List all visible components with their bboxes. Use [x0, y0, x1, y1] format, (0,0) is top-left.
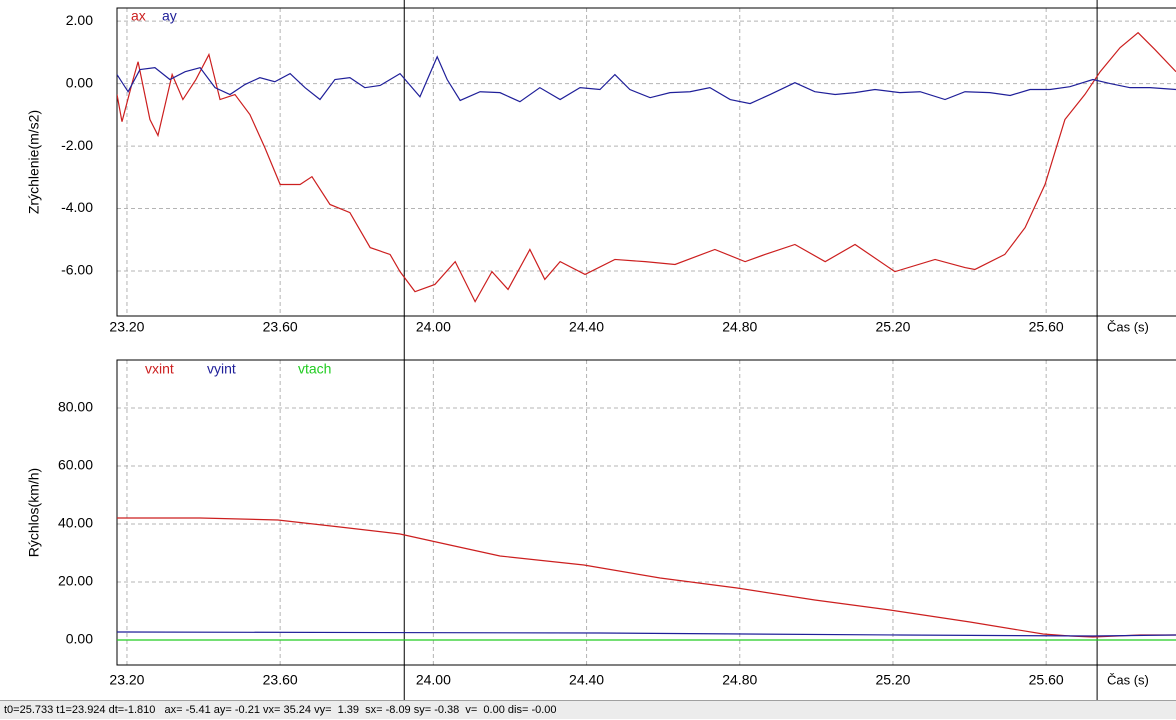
y-tick-label: 2.00	[66, 12, 93, 28]
x-tick-label: 24.00	[416, 672, 451, 688]
x-tick-label: 23.20	[109, 319, 144, 335]
x-tick-label: 24.80	[722, 672, 757, 688]
x-axis-label: Čas (s)	[1107, 319, 1149, 334]
y-tick-label: 80.00	[58, 399, 93, 415]
y-axis-label: Zrýchlenie(m/s2)	[26, 110, 42, 214]
x-tick-label: 24.80	[722, 319, 757, 335]
y-tick-label: 20.00	[58, 573, 93, 589]
y-axis-label: Rýchlos(km/h)	[26, 468, 42, 557]
x-axis-label: Čas (s)	[1107, 672, 1149, 687]
plot-frame	[116, 7, 1176, 317]
series-line	[117, 55, 1176, 105]
x-tick-label: 25.60	[1029, 319, 1064, 335]
legend-label: vxint	[145, 361, 174, 377]
y-tick-label: 40.00	[58, 515, 93, 531]
x-tick-label: 25.20	[875, 319, 910, 335]
x-tick-label: 25.60	[1029, 672, 1064, 688]
x-tick-label: 25.20	[875, 672, 910, 688]
x-tick-label: 24.00	[416, 319, 451, 335]
series-line	[117, 31, 1176, 303]
x-tick-label: 23.20	[109, 672, 144, 688]
legend-label: ay	[162, 8, 177, 24]
y-tick-label: -6.00	[61, 262, 93, 278]
series-line	[117, 631, 1176, 637]
x-tick-label: 23.60	[263, 672, 298, 688]
plot-frame	[116, 359, 1176, 666]
y-tick-label: -2.00	[61, 137, 93, 153]
x-tick-label: 24.40	[569, 672, 604, 688]
legend-label: vyint	[207, 361, 236, 377]
series-line	[117, 517, 1176, 638]
y-tick-label: 60.00	[58, 457, 93, 473]
x-tick-label: 24.40	[569, 319, 604, 335]
y-tick-label: 0.00	[66, 74, 93, 90]
chart-area: 2.00 0.00 -2.00 -4.00 -6.00 23.20 23.60 24.00 24…	[26, 0, 1176, 700]
x-tick-label: 23.60	[263, 319, 298, 335]
legend-label: vtach	[298, 361, 331, 377]
status-bar: t0=25.733 t1=23.924 dt=-1.810 ax= -5.41 …	[0, 700, 1176, 719]
y-tick-label: -4.00	[61, 199, 93, 215]
legend-label: ax	[131, 8, 146, 24]
y-tick-label: 0.00	[66, 631, 93, 647]
